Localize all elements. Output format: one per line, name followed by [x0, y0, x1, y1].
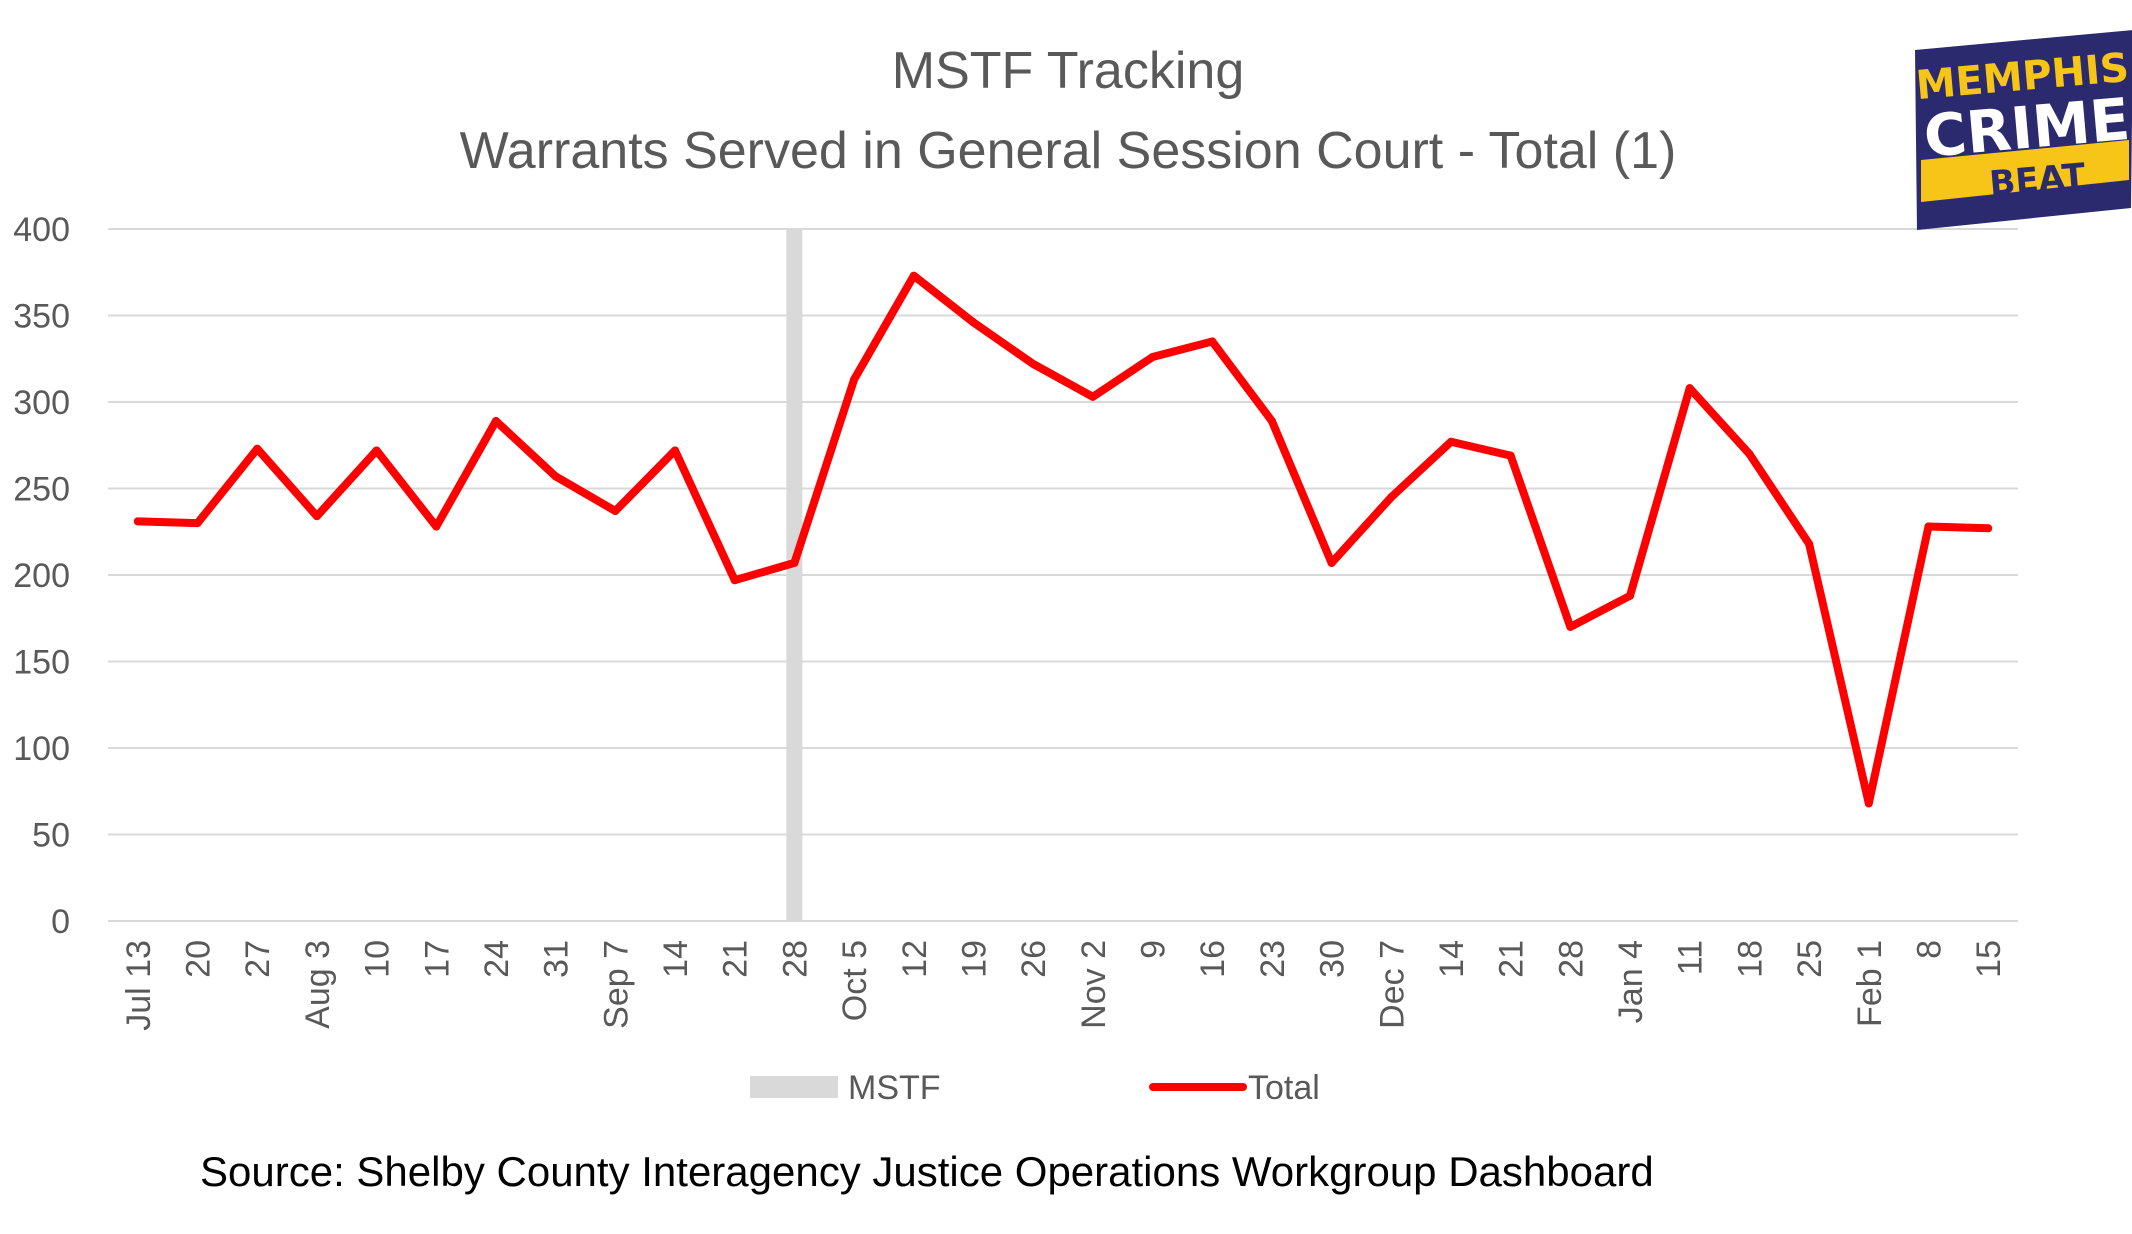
x-tick-label: Aug 3: [299, 940, 337, 1029]
x-tick-label: 23: [1254, 940, 1292, 978]
x-tick-label: 15: [1970, 940, 2008, 978]
data-point: [1327, 558, 1336, 567]
data-point: [1864, 799, 1873, 808]
data-point: [491, 417, 500, 426]
x-tick-label: 26: [1015, 940, 1053, 978]
data-point: [671, 446, 680, 455]
source-note: Source: Shelby County Interagency Justic…: [200, 1148, 1654, 1195]
x-tick-label: Jul 13: [120, 940, 158, 1031]
data-point: [909, 271, 918, 280]
data-point: [551, 472, 560, 481]
x-tick-label: 20: [180, 940, 218, 978]
data-point: [1446, 437, 1455, 446]
data-point: [1566, 622, 1575, 631]
data-point: [850, 375, 859, 384]
data-point: [969, 318, 978, 327]
data-point: [1387, 493, 1396, 502]
data-point: [1984, 524, 1993, 533]
x-tick-label: 14: [1433, 940, 1471, 978]
y-tick-label: 50: [32, 817, 70, 855]
x-tick-label: 31: [538, 940, 576, 978]
x-tick-label: 16: [1194, 940, 1232, 978]
x-tick-label: 24: [478, 940, 516, 978]
data-point: [790, 558, 799, 567]
data-point: [193, 519, 202, 528]
data-point: [1029, 359, 1038, 368]
x-tick-label: 17: [418, 940, 456, 978]
data-point: [312, 512, 321, 521]
x-tick-label: Jan 4: [1612, 940, 1650, 1023]
legend-swatch-mstf: [750, 1076, 838, 1098]
data-point: [1267, 417, 1276, 426]
memphis-crime-beat-logo: MEMPHIS CRIME BEAT: [1914, 30, 2132, 230]
x-tick-label: 28: [1552, 940, 1590, 978]
y-tick-label: 0: [51, 903, 70, 941]
x-tick-label: 11: [1672, 940, 1710, 975]
chart-title: MSTF Tracking: [892, 42, 1245, 100]
legend-label-total: Total: [1248, 1069, 1320, 1107]
data-point: [372, 446, 381, 455]
x-tick-label: 9: [1135, 940, 1173, 959]
logo-stripe: [1921, 140, 2129, 202]
logo-line-3: BEAT: [1988, 156, 2088, 204]
series-group: [133, 271, 1993, 808]
y-tick-label: 250: [13, 471, 70, 509]
data-point: [1805, 539, 1814, 548]
chart-subtitle: Warrants Served in General Session Court…: [460, 122, 1677, 180]
data-point: [133, 517, 142, 526]
mstf-marker-bar: [786, 229, 803, 921]
data-point: [1506, 451, 1515, 460]
y-tick-label: 150: [13, 644, 70, 682]
data-point: [1208, 337, 1217, 346]
x-tick-label: Dec 7: [1373, 940, 1411, 1029]
y-tick-label: 350: [13, 298, 70, 336]
x-axis-ticks: Jul 13 20 27 Aug 3 10 17 24 31 Sep 7 14 21 28 Oct 5 1…: [120, 940, 2008, 1031]
data-point: [1148, 353, 1157, 362]
x-tick-label: Feb 1: [1851, 940, 1889, 1027]
y-axis-ticks: 0 50 100 150 200 250 300 350 400: [13, 211, 70, 941]
x-tick-label: Oct 5: [836, 940, 874, 1021]
x-tick-label: Nov 2: [1075, 940, 1113, 1029]
y-tick-label: 300: [13, 384, 70, 422]
y-tick-label: 100: [13, 730, 70, 768]
x-tick-label: 21: [717, 940, 755, 978]
mstf-marker-group: [786, 229, 803, 921]
series-line-total: [133, 271, 1993, 808]
x-tick-label: 10: [359, 940, 397, 978]
data-point: [1685, 384, 1694, 393]
data-point: [1088, 392, 1097, 401]
x-tick-label: 12: [896, 940, 934, 978]
data-point: [1745, 449, 1754, 458]
x-tick-label: 8: [1910, 940, 1948, 959]
legend-label-mstf: MSTF: [848, 1069, 941, 1107]
x-tick-label: Sep 7: [597, 940, 635, 1029]
x-tick-label: 19: [955, 940, 993, 978]
gridlines: [108, 228, 2018, 922]
data-point: [432, 522, 441, 531]
x-tick-label: 27: [239, 940, 277, 978]
data-point: [1626, 591, 1635, 600]
y-tick-label: 400: [13, 211, 70, 249]
data-point: [253, 444, 262, 453]
x-tick-label: 28: [776, 940, 814, 978]
y-tick-label: 200: [13, 557, 70, 595]
x-tick-label: 25: [1791, 940, 1829, 978]
data-point: [611, 506, 620, 515]
x-tick-label: 21: [1493, 940, 1531, 978]
x-tick-label: 18: [1731, 940, 1769, 978]
x-tick-label: 30: [1314, 940, 1352, 978]
data-point: [730, 576, 739, 585]
x-tick-label: 14: [657, 940, 695, 978]
data-point: [1924, 522, 1933, 531]
legend: MSTF Total: [750, 1069, 1320, 1107]
